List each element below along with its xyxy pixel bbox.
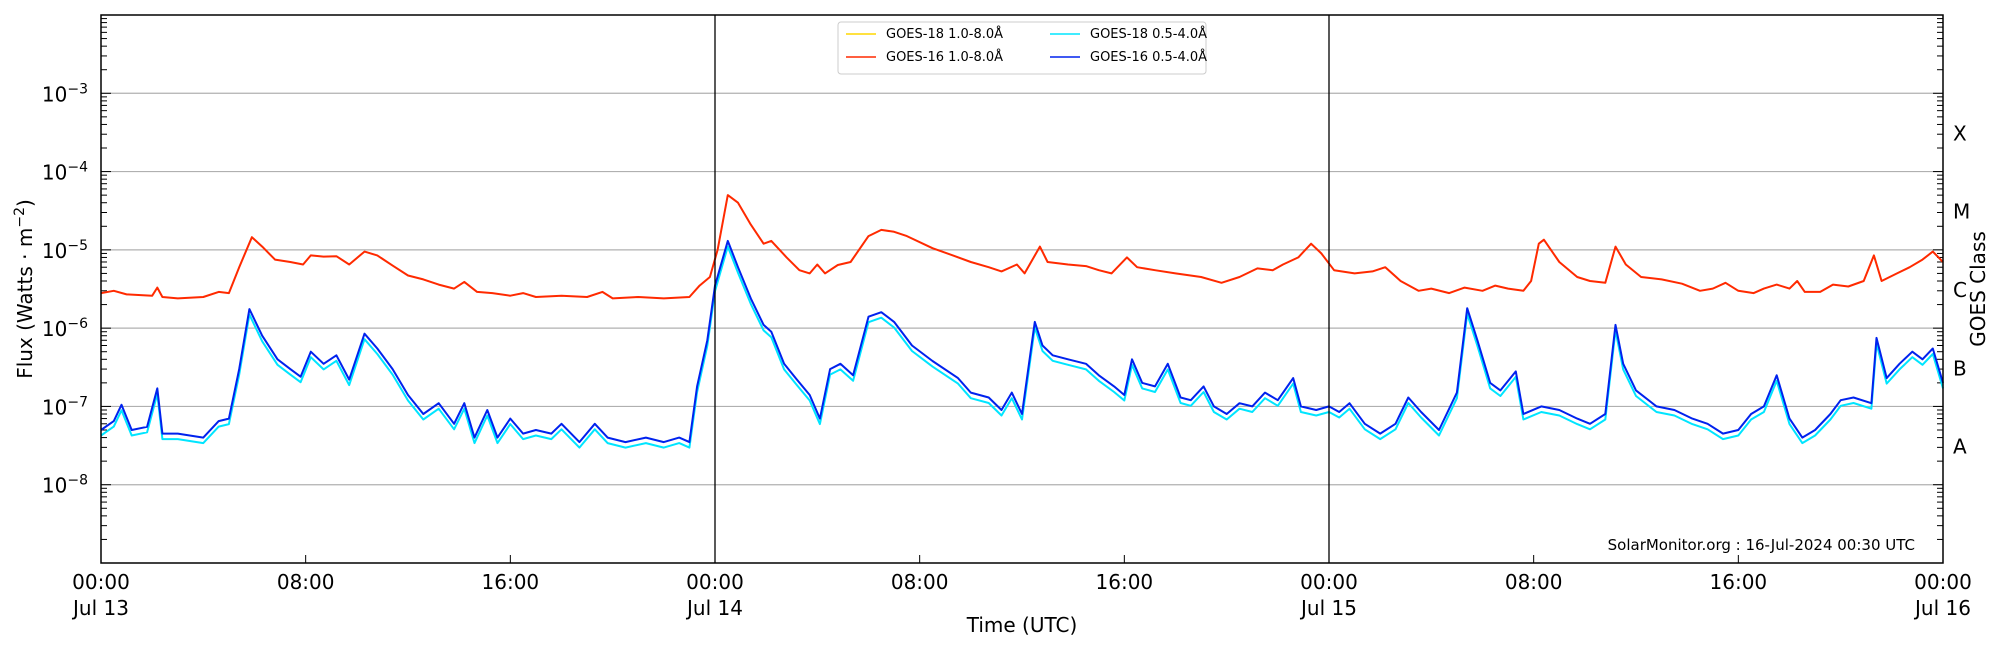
x-tick-time: 16:00 — [482, 570, 540, 594]
goes-class-label: M — [1953, 200, 1970, 224]
watermark: SolarMonitor.org : 16-Jul-2024 00:30 UTC — [1608, 536, 1915, 554]
legend-box — [837, 21, 1207, 75]
x-tick-time: 08:00 — [277, 570, 335, 594]
x-tick-time: 16:00 — [1096, 570, 1154, 594]
y-tick-label: 10−7 — [42, 394, 88, 419]
x-tick-date: Jul 15 — [1299, 596, 1357, 620]
plot-frame — [100, 14, 1944, 564]
y-tick-label: 10−8 — [42, 473, 88, 498]
legend-label: GOES-16 1.0-8.0Å — [886, 49, 1003, 65]
x-tick-time: 16:00 — [1710, 570, 1768, 594]
series-layer — [100, 194, 1944, 449]
x-tick-time: 00:00 — [1300, 570, 1358, 594]
y-axis-title: Flux (Watts · m−2) — [12, 199, 37, 379]
goes-class-label: X — [1953, 121, 1967, 145]
y-right-axis-title: GOES Class — [1966, 231, 1990, 347]
y-axis-labels: 10−3 10−4 10−5 10−6 10−7 10−8 — [42, 81, 88, 497]
goes-class-label: B — [1953, 356, 1967, 380]
y-tick-label: 10−5 — [42, 238, 88, 263]
x-tick-time: 00:00 — [686, 570, 744, 594]
x-tick-time: 00:00 — [72, 570, 130, 594]
legend-label: GOES-18 0.5-4.0Å — [1090, 26, 1207, 42]
y-tick-label: 10−6 — [42, 316, 88, 341]
goes-class-label: A — [1953, 435, 1967, 459]
x-tick-date: Jul 14 — [685, 596, 743, 620]
y-axis-title-exp: −2 — [12, 207, 28, 228]
y-tick-label: 10−3 — [42, 81, 88, 106]
y-axis-title-text: Flux (Watts · m — [13, 228, 37, 379]
series-goes16-short — [100, 239, 1944, 444]
x-tick-time: 00:00 — [1914, 570, 1972, 594]
y-tick-label: 10−4 — [42, 160, 88, 185]
x-tick-time: 08:00 — [891, 570, 949, 594]
x-axis-title: Time (UTC) — [966, 613, 1078, 637]
x-tick-date: Jul 16 — [1913, 596, 1971, 620]
legend: GOES-18 1.0-8.0Å GOES-18 0.5-4.0Å GOES-16 … — [837, 21, 1207, 75]
goes-class-label: C — [1953, 278, 1967, 302]
goes-class-labels: X M C B A — [1953, 121, 1970, 458]
legend-label: GOES-16 0.5-4.0Å — [1090, 49, 1207, 65]
x-tick-date: Jul 13 — [71, 596, 129, 620]
series-goes16-long — [100, 194, 1944, 300]
gridlines — [101, 92, 1943, 486]
legend-label: GOES-18 1.0-8.0Å — [886, 26, 1003, 42]
day-boundary-lines — [714, 15, 1330, 563]
minor-ticks — [100, 14, 1944, 564]
x-tick-time: 08:00 — [1505, 570, 1563, 594]
